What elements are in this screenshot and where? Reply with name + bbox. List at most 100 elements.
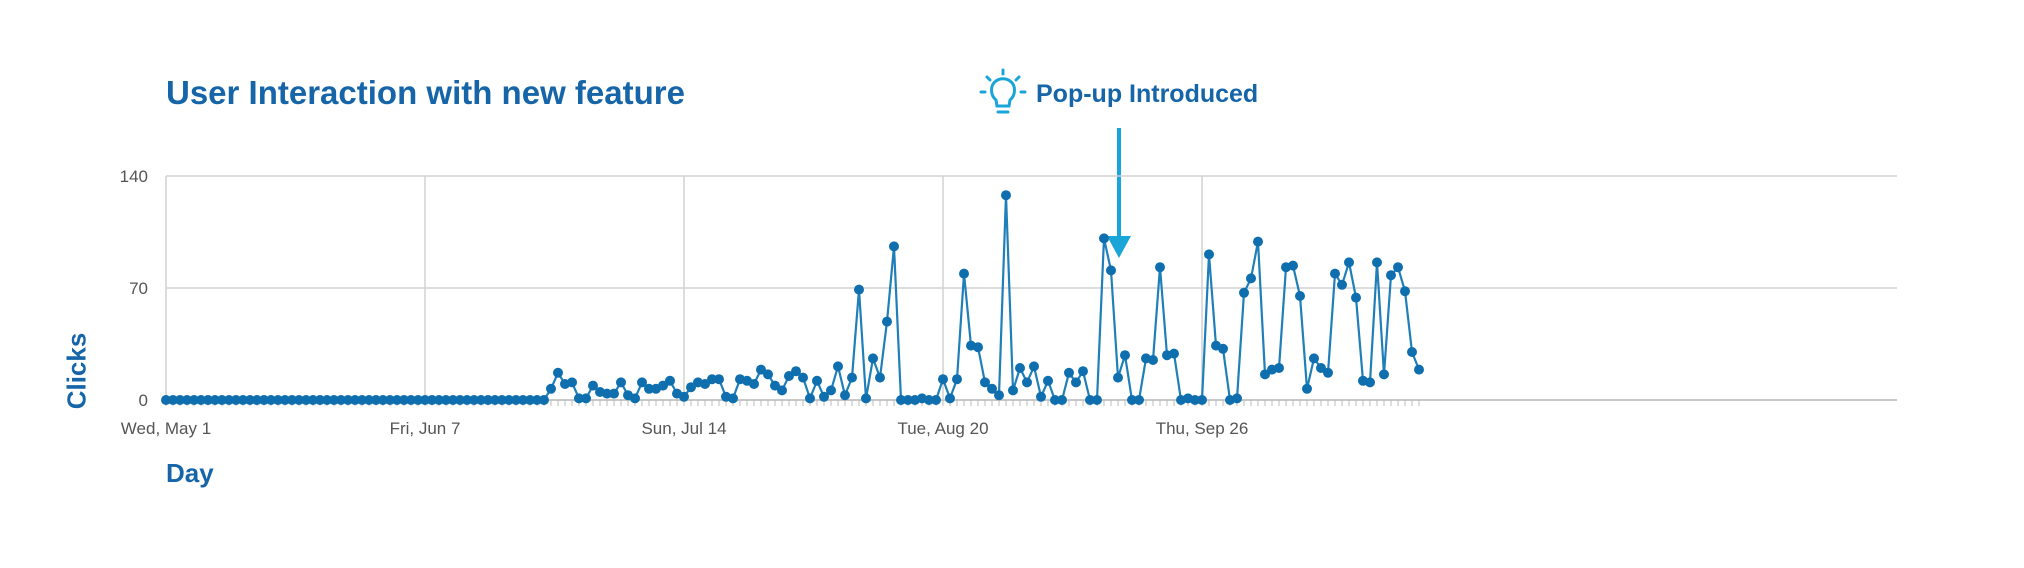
data-point — [1218, 343, 1228, 354]
data-point — [854, 284, 864, 295]
data-point — [840, 390, 850, 401]
data-point — [259, 395, 269, 405]
data-point — [1260, 369, 1270, 380]
data-point — [987, 383, 997, 394]
data-point — [1274, 363, 1284, 373]
data-point — [273, 395, 283, 405]
data-point — [609, 388, 619, 399]
data-point — [420, 395, 430, 405]
data-point — [728, 393, 738, 404]
data-point — [644, 383, 654, 394]
data-point — [1295, 291, 1305, 301]
data-point — [525, 395, 535, 405]
data-point — [1414, 364, 1424, 375]
data-point — [1169, 348, 1179, 359]
data-point — [1204, 249, 1214, 260]
data-point — [483, 395, 493, 405]
x-tick-label: Thu, Sep 26 — [1156, 419, 1249, 438]
data-point — [630, 393, 640, 404]
data-point — [217, 395, 227, 405]
data-point — [1106, 265, 1116, 276]
data-point — [308, 395, 318, 405]
data-point — [448, 395, 458, 405]
data-point — [952, 374, 962, 385]
data-point — [1246, 273, 1256, 284]
x-tick-label: Fri, Jun 7 — [390, 419, 461, 438]
data-point — [1127, 395, 1137, 405]
data-point — [378, 395, 388, 405]
x-tick-label: Sun, Jul 14 — [641, 419, 726, 438]
data-point — [469, 395, 479, 405]
data-point — [350, 395, 360, 405]
data-point — [490, 395, 500, 405]
data-point — [658, 380, 668, 391]
data-point — [476, 395, 486, 405]
data-point — [938, 374, 948, 385]
data-point — [819, 391, 829, 402]
data-point — [1372, 257, 1382, 268]
data-point — [329, 395, 339, 405]
y-tick-label: 70 — [129, 279, 148, 298]
data-point — [1288, 260, 1298, 271]
data-point — [756, 364, 766, 375]
data-point — [1071, 377, 1081, 388]
data-point — [1386, 270, 1396, 281]
data-point — [1393, 262, 1403, 273]
data-point — [945, 393, 955, 404]
data-point — [511, 395, 521, 405]
data-point — [1134, 395, 1144, 405]
data-point — [1064, 367, 1074, 378]
data-point — [994, 390, 1004, 401]
data-point — [1330, 268, 1340, 279]
data-point — [427, 395, 437, 405]
annotation-label: Pop-up Introduced — [1036, 80, 1259, 108]
data-point — [1253, 236, 1263, 247]
data-point — [1407, 347, 1417, 357]
data-point — [455, 395, 465, 405]
data-point — [539, 395, 549, 405]
data-point — [581, 393, 591, 404]
data-point — [1239, 287, 1249, 298]
data-point — [189, 395, 199, 405]
data-point — [1155, 262, 1165, 273]
data-point — [231, 395, 241, 405]
data-point — [574, 393, 584, 404]
data-point — [1085, 395, 1095, 405]
data-point — [1043, 375, 1053, 386]
data-point — [1302, 383, 1312, 394]
data-point — [210, 395, 220, 405]
data-point — [371, 395, 381, 405]
data-point — [1092, 395, 1102, 405]
data-point — [315, 395, 325, 405]
data-point — [805, 393, 815, 404]
data-point — [1400, 286, 1410, 297]
data-point — [784, 371, 794, 381]
data-point — [1099, 233, 1109, 244]
data-point — [980, 377, 990, 388]
data-point — [1190, 395, 1200, 405]
data-point — [168, 395, 178, 405]
data-point — [532, 395, 542, 405]
data-point — [798, 372, 808, 383]
data-point — [1050, 395, 1060, 405]
data-point — [385, 395, 395, 405]
data-point — [896, 395, 906, 405]
x-tick-label: Wed, May 1 — [121, 419, 211, 438]
data-point — [175, 395, 185, 405]
data-point — [203, 395, 213, 405]
data-point — [1309, 353, 1319, 364]
data-point — [700, 379, 710, 389]
data-point — [518, 395, 528, 405]
data-point — [462, 395, 472, 405]
data-point — [1057, 395, 1067, 405]
data-point — [749, 379, 759, 389]
data-point — [903, 395, 913, 405]
data-point — [777, 385, 787, 396]
data-point — [882, 316, 892, 327]
data-point — [504, 395, 514, 405]
data-point — [931, 395, 941, 405]
data-point — [553, 367, 563, 378]
data-point — [1036, 391, 1046, 402]
data-point — [763, 369, 773, 380]
data-point — [826, 385, 836, 396]
